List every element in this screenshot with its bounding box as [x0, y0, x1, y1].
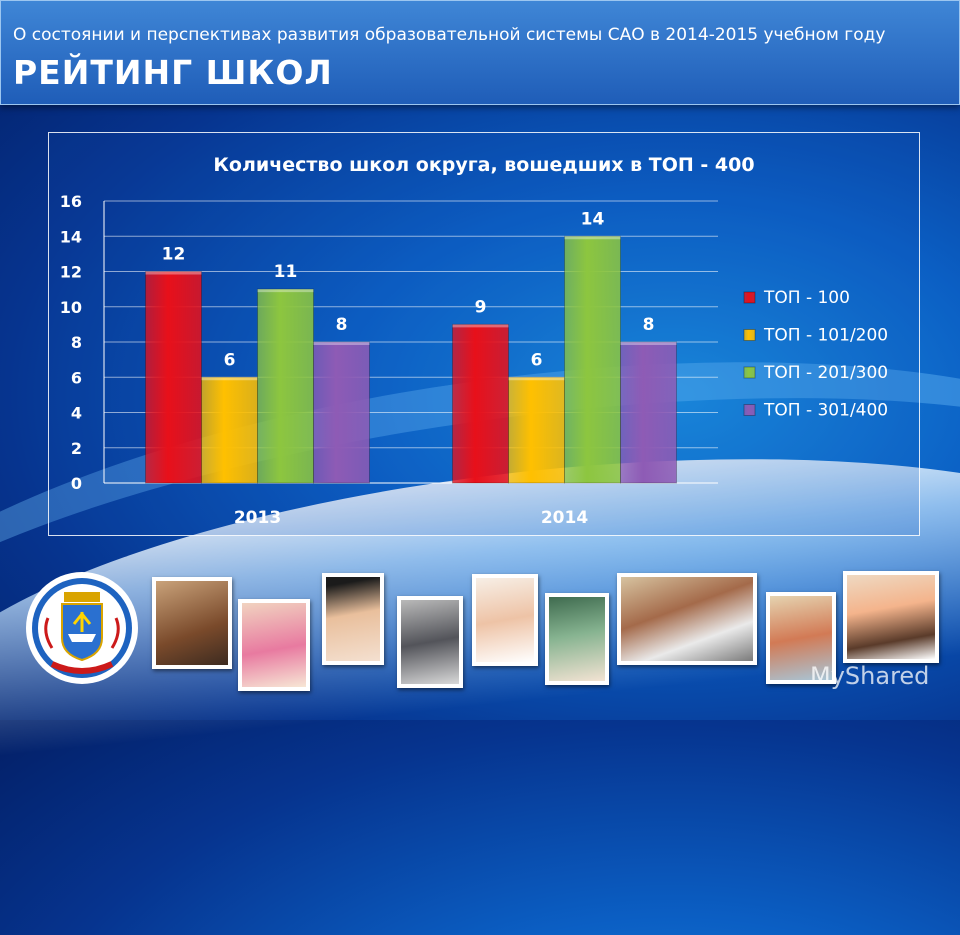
- y-tick-label: 8: [71, 333, 82, 352]
- legend-swatch: [743, 329, 756, 341]
- y-tick-label: 14: [60, 227, 82, 246]
- photo-girl-writing: [472, 574, 538, 666]
- bar-highlight: [452, 324, 509, 328]
- y-tick-label: 2: [71, 439, 82, 458]
- data-label: 6: [531, 350, 543, 370]
- bar-chart: Количество школ округа, вошедших в ТОП -…: [60, 154, 888, 528]
- y-tick-label: 16: [60, 192, 82, 211]
- data-label: 9: [475, 297, 487, 317]
- page-title: РЕЙТИНГ ШКОЛ: [13, 53, 333, 92]
- legend-swatch: [743, 366, 756, 379]
- data-label: 6: [224, 350, 236, 370]
- bar-highlight: [201, 377, 258, 381]
- bar: [201, 376, 258, 484]
- legend-label: ТОП - 101/200: [763, 326, 888, 346]
- bar: [620, 341, 677, 484]
- y-tick-label: 4: [71, 404, 82, 423]
- bar-highlight: [564, 236, 621, 240]
- bar: [564, 235, 621, 484]
- legend-label: ТОП - 301/400: [763, 401, 888, 421]
- data-label: 12: [162, 245, 186, 265]
- bar: [508, 376, 565, 484]
- data-label: 8: [643, 315, 655, 335]
- watermark-text: MyShared: [810, 662, 930, 690]
- x-tick-label: 2013: [234, 508, 281, 528]
- chart-frame: Количество школ округа, вошедших в ТОП -…: [48, 132, 920, 536]
- bar-highlight: [620, 342, 677, 345]
- chart-title: Количество школ округа, вошедших в ТОП -…: [213, 154, 754, 176]
- photo-computer-lesson: [617, 573, 757, 665]
- y-tick-label: 6: [71, 368, 82, 387]
- photo-kindergarten: [766, 592, 836, 684]
- x-tick-label: 2014: [541, 508, 588, 528]
- legend-swatch: [743, 291, 756, 304]
- bar: [313, 341, 370, 484]
- photo-school-board: [545, 593, 609, 685]
- bar: [257, 288, 314, 484]
- photo-children-group: [152, 577, 232, 669]
- page-subtitle: О состоянии и перспективах развития обра…: [13, 25, 886, 45]
- photo-classroom: [397, 596, 463, 688]
- bar-highlight: [508, 377, 565, 381]
- bar-highlight: [145, 271, 202, 275]
- photo-girl-drawing: [238, 599, 310, 691]
- header-bar: О состоянии и перспективах развития обра…: [0, 0, 960, 105]
- photo-smiling-girl: [322, 573, 384, 665]
- legend-swatch: [743, 404, 756, 416]
- legend-label: ТОП - 201/300: [763, 363, 888, 383]
- y-tick-label: 0: [71, 474, 82, 493]
- bar: [145, 271, 202, 484]
- coat-of-arms-logo: [22, 568, 142, 688]
- bar-highlight: [313, 342, 370, 345]
- y-tick-label: 10: [60, 298, 82, 317]
- bar: [452, 323, 509, 484]
- y-tick-label: 12: [60, 263, 82, 282]
- bar-highlight: [257, 289, 314, 293]
- photo-students-desk: [843, 571, 939, 663]
- data-label: 11: [274, 262, 298, 282]
- data-label: 8: [336, 315, 348, 335]
- legend-label: ТОП - 100: [763, 288, 850, 308]
- data-label: 14: [581, 209, 605, 229]
